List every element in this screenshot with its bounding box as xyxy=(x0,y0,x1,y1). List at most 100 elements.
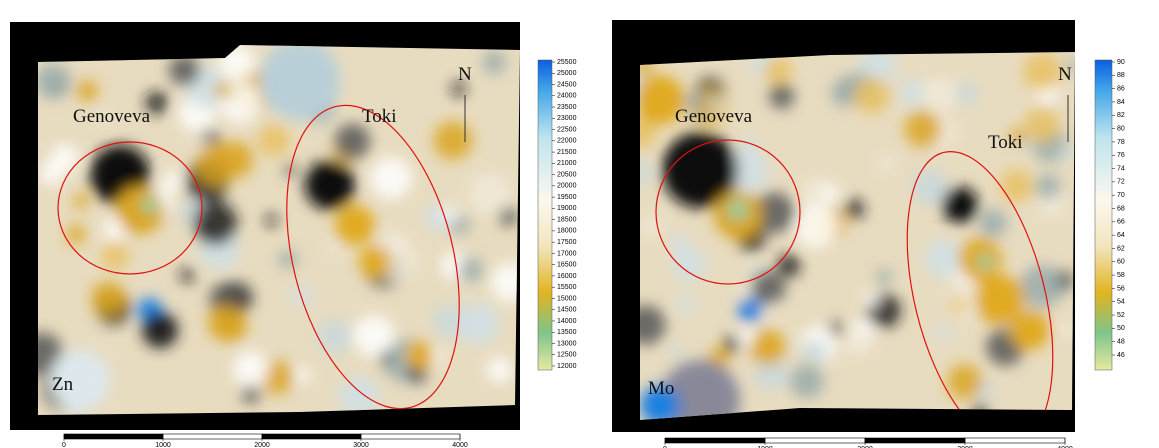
texture xyxy=(921,77,957,113)
texture xyxy=(640,161,652,184)
texture xyxy=(669,234,689,255)
texture xyxy=(162,171,183,191)
north-arrow-label: N xyxy=(458,64,472,85)
colorbar-tick-label: 15500 xyxy=(557,284,577,291)
texture xyxy=(844,199,865,219)
texture xyxy=(640,305,666,345)
texture xyxy=(955,82,978,106)
texture xyxy=(359,246,391,278)
texture xyxy=(728,200,748,220)
texture xyxy=(738,298,762,322)
scale-segment xyxy=(964,437,1066,444)
colorbar-tick-label: 60 xyxy=(1117,259,1125,266)
scale-tick-label: 2000 xyxy=(857,446,873,448)
element-label: Zn xyxy=(52,374,74,395)
texture xyxy=(796,205,839,248)
texture xyxy=(640,216,662,238)
texture xyxy=(142,197,158,213)
texture xyxy=(116,186,164,234)
area-label: Genoveva xyxy=(675,106,753,127)
texture xyxy=(379,351,393,365)
colorbar xyxy=(1094,59,1113,371)
texture xyxy=(98,111,111,124)
colorbar-tick-label: 80 xyxy=(1117,125,1125,132)
scale-tick-label: 3000 xyxy=(353,442,369,448)
colorbar-tick-label: 12000 xyxy=(557,363,577,370)
scale-segment xyxy=(664,437,766,444)
texture xyxy=(406,341,434,369)
texture xyxy=(1058,147,1072,161)
texture xyxy=(295,367,311,383)
colorbar-tick-label: 20000 xyxy=(557,183,577,190)
texture xyxy=(668,346,683,361)
texture xyxy=(828,321,843,336)
colorbar-tick-label: 66 xyxy=(1117,219,1125,226)
texture xyxy=(335,205,375,245)
texture xyxy=(1023,52,1062,92)
texture xyxy=(739,137,757,155)
map-surface xyxy=(640,52,1075,420)
texture xyxy=(1009,128,1026,146)
colorbar-tick-label: 22000 xyxy=(557,138,577,145)
area-label: Genoveva xyxy=(73,106,151,127)
texture xyxy=(750,270,786,306)
colorbar-tick-label: 84 xyxy=(1117,99,1125,106)
texture xyxy=(207,304,245,342)
texture xyxy=(168,54,201,86)
colorbar-tick-label: 86 xyxy=(1117,85,1125,92)
texture xyxy=(660,360,740,420)
texture xyxy=(935,324,951,340)
texture xyxy=(257,124,290,157)
texture xyxy=(673,249,706,282)
texture xyxy=(469,172,512,215)
colorbar-tick-label: 56 xyxy=(1117,285,1125,292)
texture xyxy=(142,312,178,348)
texture xyxy=(822,185,839,203)
colorbar-tick-label: 76 xyxy=(1117,152,1125,159)
texture xyxy=(710,97,724,111)
colorbar-tick-label: 15000 xyxy=(557,295,577,302)
texture xyxy=(876,268,893,285)
colorbar-tick-label: 25000 xyxy=(557,70,577,77)
colorbar-tick-label: 74 xyxy=(1117,165,1125,172)
texture xyxy=(334,123,371,160)
texture xyxy=(764,56,793,85)
texture xyxy=(101,242,129,270)
texture xyxy=(278,249,298,269)
texture xyxy=(789,364,824,399)
colorbar-tick-label: 88 xyxy=(1117,72,1125,79)
colorbar-tick-label: 21500 xyxy=(557,149,577,156)
texture xyxy=(727,149,769,192)
texture xyxy=(193,201,238,246)
texture xyxy=(949,297,967,314)
texture xyxy=(38,332,64,377)
colorbar-tick-label: 82 xyxy=(1117,112,1125,119)
texture xyxy=(457,303,499,345)
texture xyxy=(912,169,949,205)
texture xyxy=(482,50,507,75)
texture xyxy=(353,314,395,357)
colorbar-tick-label: 16500 xyxy=(557,262,577,269)
colorbar-tick-label: 48 xyxy=(1117,339,1125,346)
colorbar-tick-label: 58 xyxy=(1117,272,1125,279)
colorbar-tick-label: 14000 xyxy=(557,318,577,325)
texture xyxy=(66,224,87,245)
colorbar-tick-label: 24000 xyxy=(557,93,577,100)
scale-segment xyxy=(764,437,866,444)
texture xyxy=(38,63,71,100)
labels: Zn Genoveva Toki N 12000 12500 13000 13500 14000… xyxy=(52,59,1125,448)
texture xyxy=(942,187,978,223)
texture xyxy=(1065,58,1075,72)
texture xyxy=(640,75,685,125)
texture xyxy=(975,275,1025,325)
colorbar-tick-label: 13500 xyxy=(557,329,577,336)
texture xyxy=(840,75,857,92)
texture xyxy=(640,116,658,149)
texture xyxy=(498,206,518,226)
texture xyxy=(1020,264,1064,308)
north-arrow-label: N xyxy=(1058,64,1072,85)
element-label: Mo xyxy=(648,378,674,399)
texture xyxy=(260,360,294,395)
colorbar-tick-label: 22500 xyxy=(557,126,577,133)
